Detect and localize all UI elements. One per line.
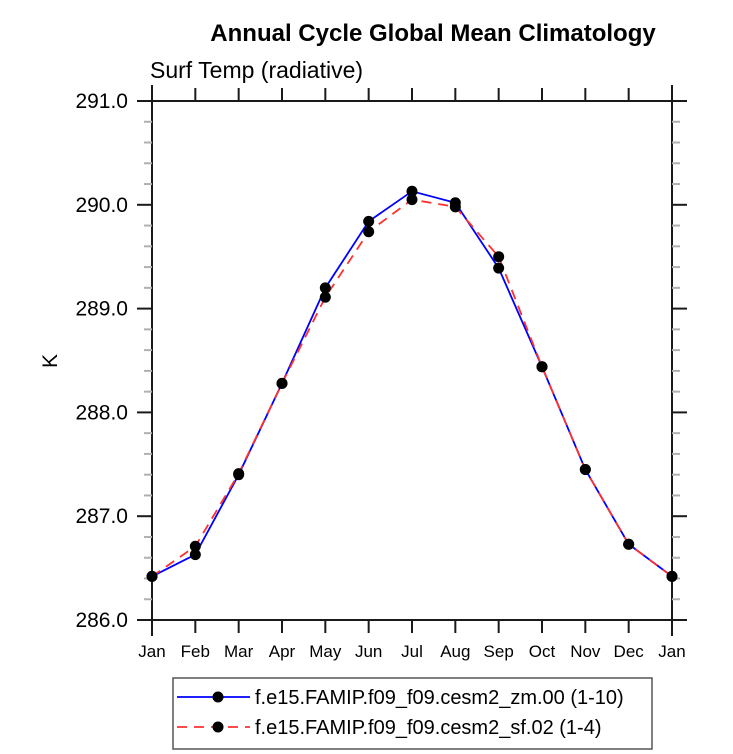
legend: f.e15.FAMIP.f09_f09.cesm2_zm.00 (1-10) f.… [172,677,653,750]
y-axis: 286.0 287.0 288.0 289.0 290.0 291.0 [75,90,687,632]
plot-box [151,100,673,621]
x-axis: Jan Feb Mar Apr May Jun Jul Aug Sep Oct Nov Dec Jan [138,85,686,661]
data-point-1-3 [276,377,288,389]
x-tick-label: Sep [484,642,514,661]
legend-marker-0 [212,691,224,703]
data-point-1-12 [666,570,678,582]
x-tick-label: Nov [570,642,601,661]
x-tick-label: Mar [224,642,254,661]
x-tick-label: Oct [529,642,556,661]
x-tick-label: Dec [614,642,645,661]
data-point-1-5 [363,226,375,238]
data-point-0-6 [406,185,418,197]
series-markers [146,185,678,582]
data-point-1-7 [449,201,461,213]
data-point-1-1 [189,540,201,552]
y-axis-title: K [39,354,62,368]
x-tick-label: Jan [138,642,165,661]
data-point-0-5 [363,215,375,227]
y-tick-label: 288.0 [75,401,128,424]
y-tick-label: 287.0 [75,505,128,528]
x-tick-label: Jun [355,642,382,661]
data-point-1-10 [579,463,591,475]
data-point-0-4 [319,282,331,294]
data-point-1-8 [493,251,505,263]
data-point-1-9 [536,361,548,373]
legend-label-0: f.e15.FAMIP.f09_f09.cesm2_zm.00 (1-10) [255,687,624,709]
x-tick-label: Feb [181,642,210,661]
series-lines [151,190,673,578]
series-line-0 [151,190,673,578]
data-point-1-2 [233,468,245,480]
chart-subtitle: Surf Temp (radiative) [150,57,364,83]
x-tick-label: Apr [269,642,296,661]
series-line-1 [151,198,673,578]
legend-label-1: f.e15.FAMIP.f09_f09.cesm2_sf.02 (1-4) [255,717,601,739]
data-point-0-8 [493,262,505,274]
x-tick-label: Jan [658,642,685,661]
y-tick-label: 286.0 [75,609,128,632]
y-tick-label: 289.0 [75,298,128,321]
x-tick-label: Jul [401,642,423,661]
data-point-0-1 [189,549,201,561]
data-point-1-0 [146,570,158,582]
legend-box [172,677,653,750]
data-point-1-11 [623,538,635,550]
data-point-1-6 [406,194,418,206]
chart-title: Annual Cycle Global Mean Climatology [210,20,656,47]
y-tick-label: 291.0 [75,90,128,113]
x-tick-label: Aug [440,642,470,661]
data-point-1-4 [319,291,331,303]
y-tick-label: 290.0 [75,194,128,217]
legend-marker-1 [212,721,224,733]
x-tick-label: May [309,642,342,661]
